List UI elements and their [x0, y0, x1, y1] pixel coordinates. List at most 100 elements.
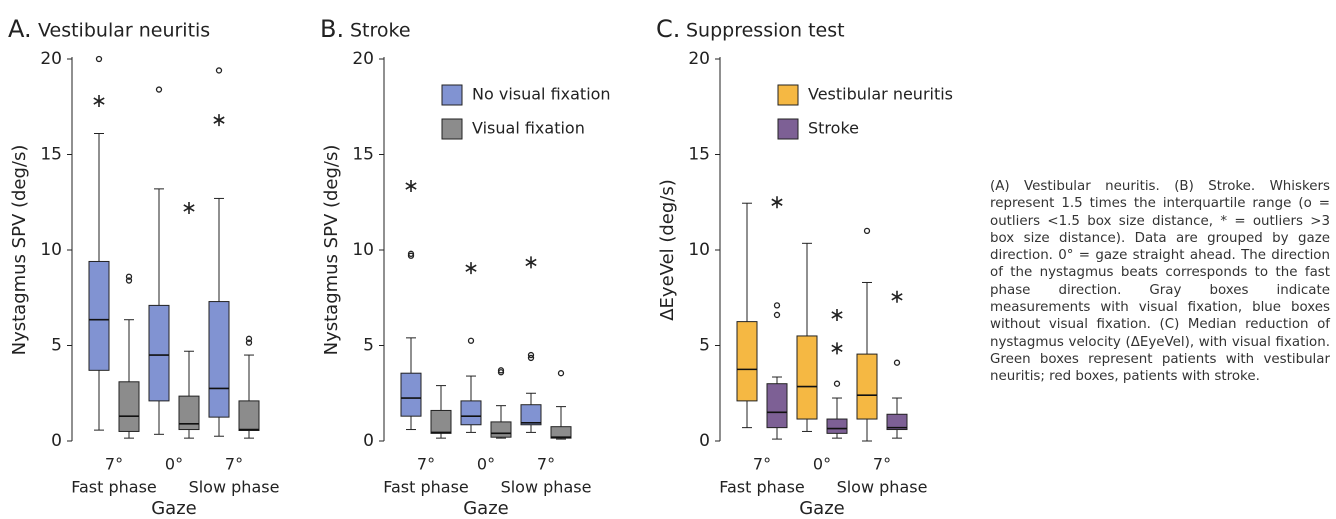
x-tick-label: 7° — [537, 455, 555, 474]
box — [826, 418, 848, 434]
box — [886, 413, 908, 431]
x-tick-label: 7° — [105, 455, 123, 474]
box — [736, 321, 758, 402]
outlier — [215, 67, 223, 74]
box-plot — [886, 290, 908, 439]
box — [490, 421, 512, 438]
box-plot — [550, 370, 572, 440]
chart-title: Vestibular neuritis — [38, 20, 210, 42]
box-plot — [796, 242, 818, 432]
y-tick-label: 10 — [352, 240, 374, 260]
outlier — [467, 337, 475, 344]
legend-label: Stroke — [808, 119, 859, 138]
box — [238, 400, 260, 431]
panel-label: C. — [656, 15, 680, 43]
panel-label: A. — [8, 15, 32, 43]
outlier — [773, 311, 781, 319]
y-tick-label: 20 — [352, 49, 374, 69]
outlier — [125, 277, 133, 284]
extreme-outlier — [831, 342, 843, 355]
x-group-label: Slow phase — [501, 478, 592, 497]
outlier — [833, 380, 841, 387]
y-tick-label: 15 — [352, 145, 374, 165]
x-tick-label: 0° — [165, 455, 183, 474]
x-tick-label: 7° — [873, 455, 891, 474]
outlier — [125, 273, 133, 280]
box — [520, 404, 542, 426]
outlier — [527, 354, 535, 362]
y-tick-label: 10 — [688, 240, 710, 260]
y-tick-label: 20 — [688, 49, 710, 69]
outlier — [893, 359, 901, 366]
box — [766, 383, 788, 429]
y-tick-label: 15 — [688, 145, 710, 165]
box — [796, 335, 818, 420]
box — [208, 301, 230, 418]
x-axis-label: Gaze — [151, 498, 197, 519]
box — [400, 372, 422, 417]
box-plot — [490, 367, 512, 439]
outlier — [245, 335, 253, 342]
y-tick-label: 10 — [40, 240, 62, 260]
outlier — [155, 86, 163, 93]
box-plot — [856, 227, 878, 442]
x-group-label: Fast phase — [71, 478, 157, 497]
extreme-outlier — [183, 201, 195, 214]
extreme-outlier — [891, 290, 903, 303]
x-group-label: Fast phase — [383, 478, 469, 497]
x-tick-label: 0° — [477, 455, 495, 474]
outlier — [245, 339, 253, 346]
box — [118, 381, 140, 432]
outlier — [527, 351, 535, 359]
box — [430, 409, 452, 434]
box-plot — [826, 308, 848, 439]
extreme-outlier — [465, 262, 477, 275]
x-group-label: Slow phase — [189, 478, 280, 497]
x-tick-label: 7° — [417, 455, 435, 474]
extreme-outlier — [525, 256, 537, 269]
box-plot — [520, 256, 542, 433]
box-plot — [766, 196, 788, 440]
box-plot — [238, 335, 260, 439]
box — [178, 395, 200, 431]
y-tick-label: 5 — [699, 336, 710, 356]
y-tick-label: 5 — [363, 336, 374, 356]
legend-label: Vestibular neuritis — [808, 85, 953, 104]
box-plot — [208, 67, 230, 437]
x-tick-label: 0° — [813, 455, 831, 474]
y-tick-label: 20 — [40, 49, 62, 69]
y-tick-label: 15 — [40, 145, 62, 165]
legend-swatch — [777, 118, 799, 140]
chart-title: Stroke — [350, 20, 411, 42]
outlier — [95, 55, 103, 63]
x-axis-label: Gaze — [463, 498, 509, 519]
chart-title: Suppression test — [686, 20, 845, 42]
extreme-outlier — [771, 196, 783, 209]
box — [148, 304, 170, 402]
panel-label: B. — [320, 15, 344, 43]
x-group-label: Fast phase — [719, 478, 805, 497]
outlier — [557, 370, 565, 377]
extreme-outlier — [405, 180, 417, 193]
legend-label: Visual fixation — [472, 119, 585, 138]
box-plot — [430, 385, 452, 439]
outlier — [497, 369, 505, 376]
outlier — [773, 302, 781, 309]
y-tick-label: 0 — [51, 431, 62, 451]
y-tick-label: 5 — [51, 336, 62, 356]
y-tick-label: 0 — [699, 431, 710, 451]
y-tick-label: 0 — [363, 431, 374, 451]
box — [88, 260, 110, 371]
legend-swatch — [441, 118, 463, 140]
legend-label: No visual fixation — [472, 85, 611, 104]
box — [550, 426, 572, 439]
box-plot — [460, 262, 482, 433]
box-plot — [178, 201, 200, 439]
y-axis-label: Nystagmus SPV (deg/s) — [9, 145, 30, 356]
x-tick-label: 7° — [753, 455, 771, 474]
x-axis-label: Gaze — [799, 498, 845, 519]
y-axis-label: ΔEyeVel (deg/s) — [657, 179, 678, 321]
box-plot — [148, 86, 170, 435]
y-axis-label: Nystagmus SPV (deg/s) — [321, 145, 342, 356]
box — [856, 353, 878, 420]
